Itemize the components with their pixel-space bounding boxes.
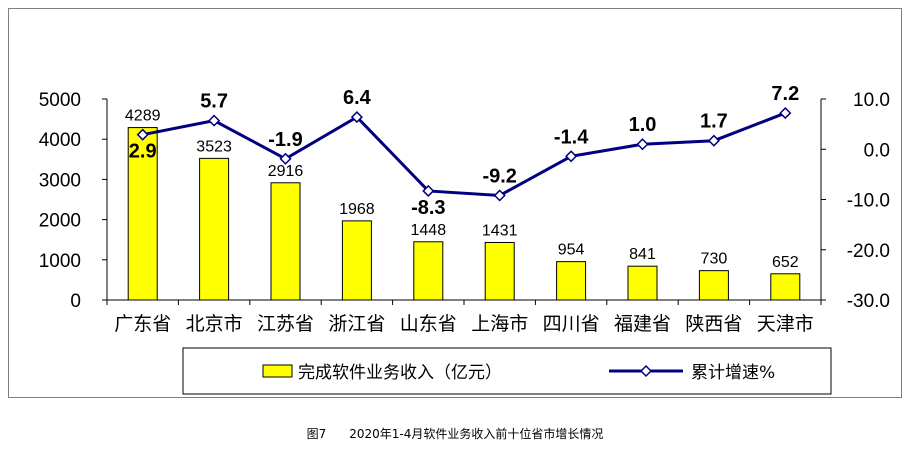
growth-line xyxy=(136,107,792,202)
category-label: 江苏省 xyxy=(257,313,314,335)
left-tick-label: 0 xyxy=(70,291,81,312)
left-tick-label: 1000 xyxy=(39,251,81,272)
bar-value-label: 1448 xyxy=(411,222,447,239)
growth-value-label: 2.9 xyxy=(129,141,157,163)
growth-value-label: -8.3 xyxy=(411,197,445,219)
right-tick-label: 0.0 xyxy=(864,140,890,161)
growth-value-label: 6.4 xyxy=(343,87,372,109)
growth-point-marker xyxy=(422,184,435,198)
bar xyxy=(698,270,729,301)
legend-bar-label: 完成软件业务收入（亿元） xyxy=(298,363,502,383)
category-label: 福建省 xyxy=(614,313,671,335)
category-label: 四川省 xyxy=(543,313,600,335)
growth-point-marker xyxy=(779,107,792,120)
bar xyxy=(484,241,515,301)
growth-point-marker xyxy=(493,189,506,202)
growth-line-path xyxy=(142,111,786,198)
caption-title: 2020年1-4月软件业务收入前十位省市增长情况 xyxy=(349,427,604,441)
growth-point-marker xyxy=(279,152,292,165)
axes: 0 1000 2000 3000 4000 5000 -30.0 -20.0 -10.0 0.0 1… xyxy=(39,90,890,335)
category-label: 天津市 xyxy=(757,313,814,335)
bar xyxy=(199,157,230,301)
bar-value-label: 2916 xyxy=(268,163,304,180)
growth-value-label: -9.2 xyxy=(482,165,516,187)
left-tick-label: 5000 xyxy=(39,90,81,111)
legend: 完成软件业务收入（亿元） 累计增速% xyxy=(182,347,832,395)
chart-frame: 0 1000 2000 3000 4000 5000 -30.0 -20.0 -10.0 0.0 1… xyxy=(8,8,902,398)
right-tick-label: -30.0 xyxy=(847,291,890,312)
category-label: 北京市 xyxy=(186,313,243,335)
bar-value-label: 954 xyxy=(558,242,585,259)
bar-value-label: 3523 xyxy=(196,138,232,155)
legend-line-marker xyxy=(639,364,653,378)
growth-point-marker xyxy=(350,111,363,124)
legend-bar-swatch xyxy=(262,364,293,378)
category-label: 广东省 xyxy=(114,313,171,335)
category-label: 上海市 xyxy=(471,313,528,335)
growth-value-label: -1.4 xyxy=(554,126,589,148)
bar-value-label: 730 xyxy=(701,251,728,268)
bar-value-label: 4289 xyxy=(125,108,161,125)
right-tick-label: -20.0 xyxy=(847,241,890,262)
growth-value-label: 7.2 xyxy=(771,83,799,105)
growth-point-marker xyxy=(565,150,578,163)
bar xyxy=(413,241,444,301)
category-label: 陕西省 xyxy=(685,313,742,335)
growth-value-label: -1.9 xyxy=(268,129,302,151)
growth-point-marker xyxy=(208,114,221,127)
growth-point-marker xyxy=(707,134,720,147)
right-tick-label: -10.0 xyxy=(847,191,890,212)
bar-value-label: 841 xyxy=(629,246,656,263)
category-label: 浙江省 xyxy=(328,313,385,335)
growth-point-marker xyxy=(636,138,649,151)
figure-caption: 图7 2020年1-4月软件业务收入前十位省市增长情况 xyxy=(0,425,910,442)
bar-value-label: 1431 xyxy=(482,222,518,239)
caption-figure-label: 图7 xyxy=(306,427,327,441)
right-tick-label: 10.0 xyxy=(853,90,890,111)
bar-value-label: 1968 xyxy=(339,201,375,218)
bar xyxy=(341,220,372,301)
growth-value-label: 1.0 xyxy=(629,114,657,136)
bar-value-label: 652 xyxy=(772,254,799,271)
growth-value-label: 1.7 xyxy=(700,111,728,133)
bars xyxy=(127,127,801,301)
bar xyxy=(627,265,658,301)
bar xyxy=(127,127,158,301)
bar xyxy=(556,261,587,301)
labels: 4289 3523 2916 1968 1448 1431 954 841 730 652 2.9 5… xyxy=(125,83,799,271)
chart-svg: 0 1000 2000 3000 4000 5000 -30.0 -20.0 -10.0 0.0 1… xyxy=(39,83,890,395)
bar xyxy=(770,273,801,301)
bar xyxy=(270,182,301,301)
growth-point-marker xyxy=(136,128,149,141)
left-tick-label: 2000 xyxy=(39,211,81,232)
legend-line-label: 累计增速% xyxy=(691,363,775,383)
growth-value-label: 5.7 xyxy=(200,91,228,113)
left-tick-label: 3000 xyxy=(39,170,81,191)
left-tick-label: 4000 xyxy=(39,130,81,151)
category-label: 山东省 xyxy=(400,313,457,335)
